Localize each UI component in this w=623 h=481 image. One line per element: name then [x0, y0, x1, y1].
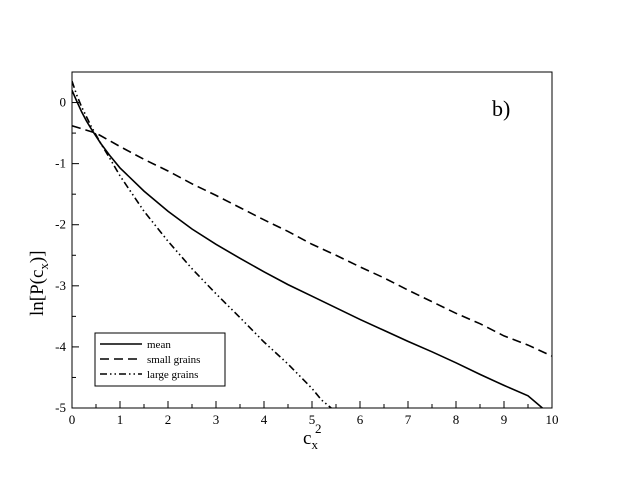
y-axis-title: ln[P(cx)]: [27, 250, 51, 316]
x-tick-label: 8: [453, 412, 460, 427]
series-line-mean: [72, 90, 543, 408]
y-tick-label: -5: [55, 400, 66, 415]
x-axis-title-sup: 2: [315, 421, 322, 436]
y-tick-label: -2: [55, 217, 66, 232]
x-tick-label: 9: [501, 412, 508, 427]
x-tick-label: 2: [165, 412, 172, 427]
legend-label: mean: [147, 339, 171, 351]
x-tick-label: 10: [546, 412, 559, 427]
x-tick-label: 0: [69, 412, 76, 427]
x-tick-label: 4: [261, 412, 268, 427]
y-axis-title-prefix: ln[P(c: [27, 270, 48, 316]
x-axis-title-base: c: [303, 428, 311, 449]
x-tick-label: 1: [117, 412, 124, 427]
legend-label: large grains: [147, 369, 198, 381]
panel-label: b): [492, 96, 510, 121]
y-axis-title-sub: x: [36, 263, 51, 270]
y-tick-label: 0: [60, 95, 67, 110]
y-tick-label: -3: [55, 278, 66, 293]
x-tick-label: 3: [213, 412, 220, 427]
x-axis-title: cx2: [303, 421, 321, 452]
y-axis: 0 -1 -2 -3 -4 -5: [55, 95, 79, 415]
x-tick-label: 5: [309, 412, 316, 427]
x-tick-label: 7: [405, 412, 412, 427]
legend-label: small grains: [147, 354, 200, 366]
y-tick-label: -4: [55, 339, 66, 354]
x-tick-label: 6: [357, 412, 364, 427]
series-layer: [72, 80, 552, 408]
series-line-large-grains: [72, 80, 332, 408]
x-axis-title-sub: x: [311, 437, 318, 452]
x-axis: 0 1 2 3 4 5 6 7 8 9 10: [69, 401, 559, 427]
legend: mean small grains large grains: [94, 332, 226, 387]
series-line-small-grains: [72, 124, 552, 357]
y-axis-title-suffix: )]: [27, 250, 48, 263]
y-tick-label: -1: [55, 156, 66, 171]
